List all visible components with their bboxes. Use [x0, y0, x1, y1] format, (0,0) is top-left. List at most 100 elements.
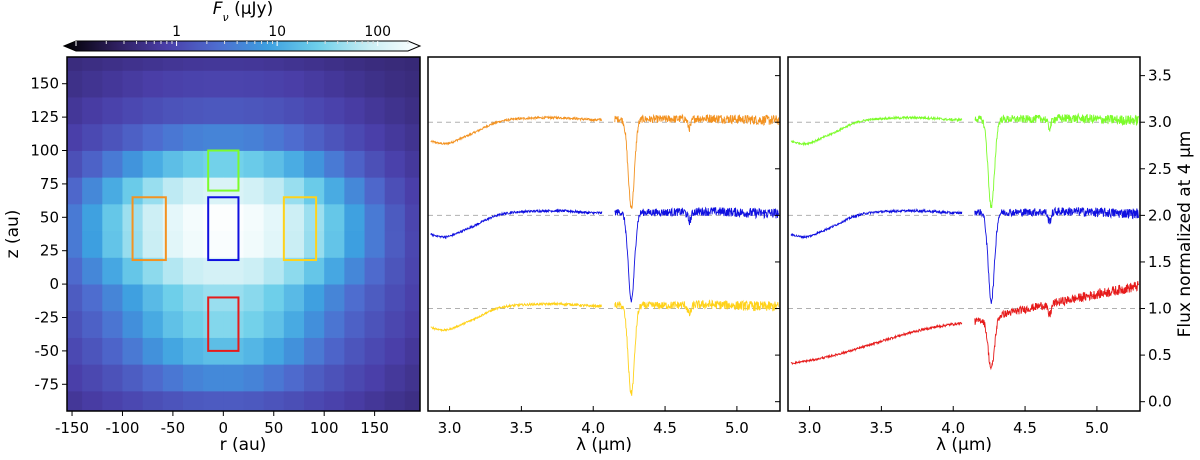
heatmap-cell	[324, 203, 345, 232]
heatmap-cell	[404, 284, 420, 312]
heatmap-cell	[404, 57, 420, 71]
heatmap-cell	[102, 257, 123, 285]
y-tick-label: 0.0	[1148, 393, 1172, 411]
heatmap-cell	[404, 70, 420, 98]
spectra-panel-2-frame	[787, 56, 1141, 412]
spectra-panel-2-y-ticks: 0.0 0.5 1.0 1.5 2.0 2.5 3.0 3.5	[1140, 67, 1172, 411]
spectrum-line	[430, 115, 603, 146]
x-tick-label: 150	[360, 419, 389, 437]
heatmap-cell	[324, 390, 345, 411]
spectrum-line	[614, 113, 780, 209]
colorbar-tick-label: 100	[364, 24, 391, 40]
heatmap-cell	[82, 284, 103, 312]
y-tick-label: 50	[40, 208, 59, 226]
spectrum-line	[614, 206, 780, 303]
heatmap-cell	[243, 337, 265, 365]
heatmap-cell	[324, 97, 345, 125]
heatmap-cell	[304, 364, 325, 392]
heatmap-cell	[384, 284, 406, 312]
heatmap-cell	[67, 364, 83, 392]
heatmap-cell	[82, 364, 103, 392]
heatmap-cell	[384, 337, 406, 365]
heatmap-cell	[384, 390, 406, 411]
heatmap-cell	[324, 70, 345, 98]
heatmap-x-label: r (au)	[220, 435, 267, 455]
heatmap-cell	[283, 364, 305, 392]
heatmap-y-label: z (au)	[3, 210, 23, 259]
heatmap-cell	[162, 257, 184, 285]
x-tick-label: -100	[105, 419, 139, 437]
heatmap-cell	[324, 310, 345, 338]
heatmap-cell	[67, 97, 83, 125]
heatmap-cell	[223, 230, 244, 258]
heatmap-cell	[82, 310, 103, 338]
heatmap-cell	[344, 177, 365, 205]
y-tick-label: 75	[40, 175, 59, 193]
heatmap-cell	[344, 284, 365, 312]
heatmap-cell	[384, 150, 406, 178]
heatmap-cell	[384, 177, 406, 205]
heatmap-cell	[82, 57, 103, 71]
heatmap-cell	[324, 177, 345, 205]
heatmap-cell	[102, 97, 123, 125]
heatmap-cell	[304, 390, 325, 411]
heatmap-cell	[304, 70, 325, 98]
heatmap-cell	[102, 123, 123, 151]
heatmap-cell	[283, 150, 305, 178]
heatmap-cell	[344, 150, 365, 178]
heatmap-cell	[203, 70, 224, 98]
heatmap-cell	[304, 123, 325, 151]
heatmap-cell	[364, 177, 386, 205]
heatmap-cell	[182, 97, 204, 125]
colorbar-label: Fν (μJy)	[213, 0, 274, 24]
heatmap-cell	[243, 97, 265, 125]
heatmap-cell	[182, 57, 204, 71]
heatmap-cell	[263, 310, 285, 338]
heatmap-cell	[162, 390, 184, 411]
heatmap-cell	[324, 123, 345, 151]
heatmap-cell	[223, 257, 244, 285]
spectra-panel-2: 3.0 3.5 4.0 4.5 5.0 0.0 0.5 1.0 1.5 2.0 2.5 3.0 3.5…	[787, 56, 1195, 455]
heatmap-cell	[263, 230, 285, 258]
heatmap-cell	[283, 284, 305, 312]
heatmap-cell	[82, 337, 103, 365]
colorbar-ticks: 1 10 100	[75, 24, 409, 46]
colorbar-tick-label: 10	[268, 24, 286, 40]
heatmap-cell	[283, 310, 305, 338]
heatmap-cell	[384, 203, 406, 232]
heatmap-cell	[102, 203, 123, 232]
heatmap-cell	[67, 203, 83, 232]
heatmap-cell	[82, 70, 103, 98]
heatmap-cell	[243, 284, 265, 312]
spectra-series	[790, 112, 1140, 371]
heatmap-cell	[364, 230, 386, 258]
y-tick-label: 125	[30, 108, 59, 126]
heatmap-cell	[162, 123, 184, 151]
y-tick-label: 0	[49, 275, 59, 293]
y-tick-label: 3.5	[1148, 67, 1172, 85]
heatmap-cell	[82, 203, 103, 232]
heatmap-cell	[404, 97, 420, 125]
colorbar: 1 10 100 Fν (μJy)	[62, 0, 422, 52]
heatmap-cell	[102, 57, 123, 71]
heatmap-cell	[67, 284, 83, 312]
region-box-blue	[207, 196, 240, 262]
heatmap-cell	[162, 70, 184, 98]
heatmap-cell	[364, 97, 386, 125]
heatmap-cell	[102, 390, 123, 411]
heatmap-cell	[122, 364, 144, 392]
heatmap-cell	[384, 364, 406, 392]
heatmap-cell	[364, 150, 386, 178]
spectra-panel-1-frame	[427, 56, 781, 412]
region-box-yellow	[282, 196, 318, 262]
heatmap-cell	[142, 150, 164, 178]
x-tick-label: 50	[264, 419, 283, 437]
heatmap-cell	[142, 337, 164, 365]
region-box-red	[207, 296, 240, 352]
heatmap-cell	[102, 70, 123, 98]
heatmap-cell	[404, 364, 420, 392]
heatmap-cell	[304, 97, 325, 125]
heatmap-cell	[263, 337, 285, 365]
spectrum-line	[974, 206, 1140, 304]
heatmap-cell	[142, 257, 164, 285]
